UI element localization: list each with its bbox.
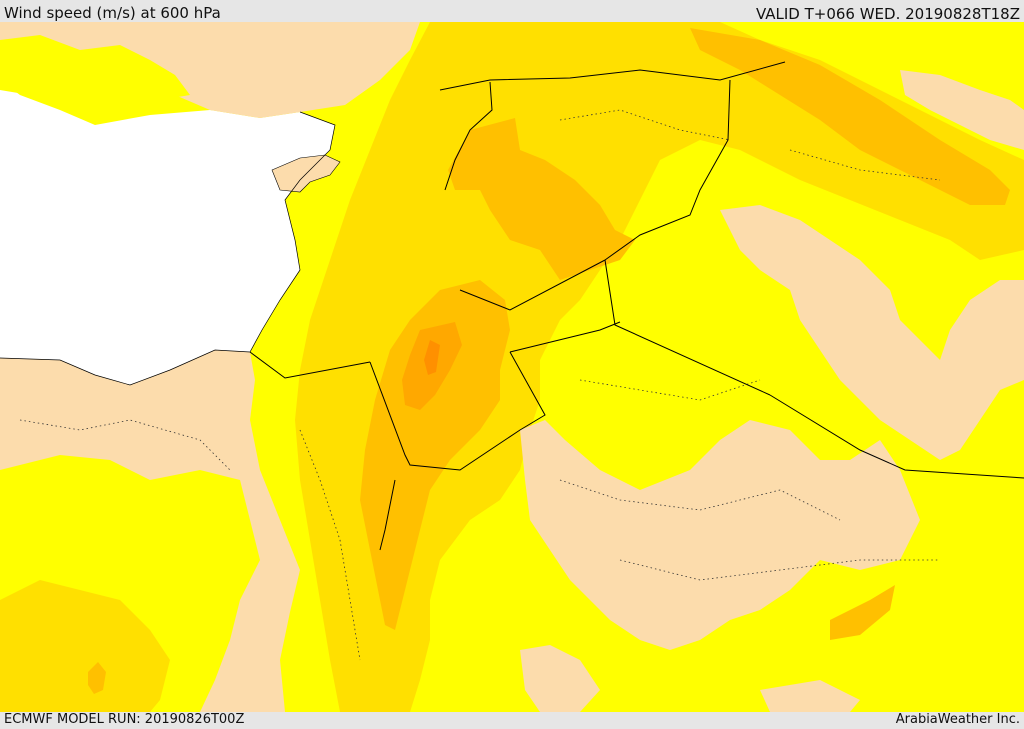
speed-band-mid: [295, 22, 1024, 712]
speed-band-highest: [424, 340, 440, 375]
country-borders: [249, 61, 1024, 551]
land-low-speed: [520, 645, 600, 712]
province-boundaries: [19, 109, 941, 661]
land-low-speed: [520, 420, 920, 650]
model-run-label: ECMWF MODEL RUN: 20190826T00Z: [4, 712, 245, 727]
mediterranean-sea: [0, 80, 335, 385]
land-low-speed: [900, 70, 1024, 150]
valid-time-label: VALID T+066 WED. 20190828T18Z: [755, 5, 1020, 23]
speed-band-high: [448, 118, 635, 280]
speed-band-low: [0, 35, 190, 115]
wind-speed-map: [0, 22, 1024, 712]
speed-band-high: [690, 28, 1010, 205]
map-title: Wind speed (m/s) at 600 hPa: [4, 4, 221, 22]
coastlines: [0, 111, 336, 386]
land-low-speed: [760, 680, 860, 712]
speed-band-high: [360, 280, 510, 630]
land-low-speed: [720, 205, 1024, 460]
cyprus-island: [271, 154, 341, 193]
footer-bar: [0, 712, 1024, 729]
speed-band-high: [830, 585, 895, 640]
speed-band-mid: [0, 580, 170, 712]
land-turkey: [0, 22, 420, 118]
map-canvas: [0, 22, 1024, 712]
header-bar: [0, 0, 1024, 22]
speed-band-high: [88, 662, 106, 694]
credit-label: ArabiaWeather Inc.: [895, 712, 1020, 727]
